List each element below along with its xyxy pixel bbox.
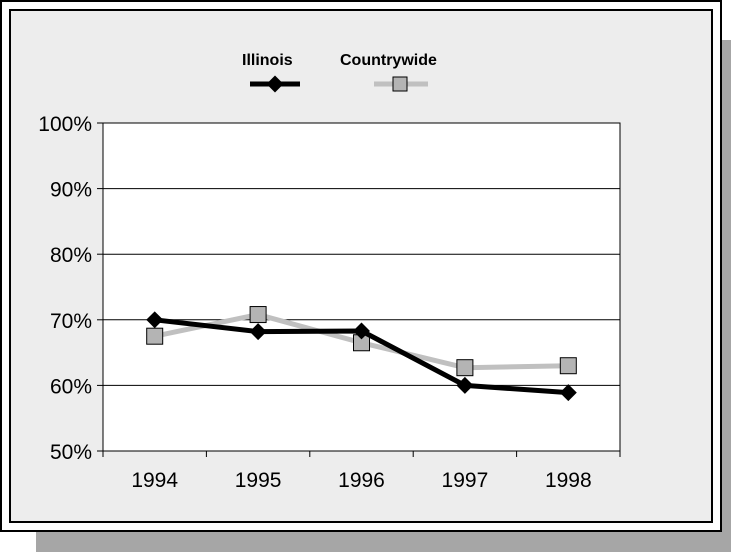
plot-area <box>102 122 621 452</box>
y-tick-label: 90% <box>50 179 92 202</box>
legend-item-illinois: Illinois <box>242 52 300 93</box>
legend-marker-illinois <box>266 75 284 93</box>
data-point-illinois <box>456 376 474 394</box>
legend-item-countrywide: Countrywide <box>340 52 437 92</box>
y-tick-label: 50% <box>50 441 92 464</box>
data-point-countrywide <box>249 306 267 324</box>
x-tick-label: 1994 <box>131 469 178 492</box>
data-point-countrywide <box>456 359 474 377</box>
data-point-illinois <box>353 322 370 340</box>
x-tick-label: 1995 <box>235 469 282 492</box>
x-axis-ticks: 1994 1995 1996 1997 1998 <box>102 451 621 492</box>
legend-label-illinois: Illinois <box>242 52 293 69</box>
legend: Illinois Countrywide <box>242 52 437 93</box>
x-tick-label: 1996 <box>338 469 385 492</box>
y-tick-label: 70% <box>50 310 92 333</box>
data-point-illinois <box>559 384 577 402</box>
data-point-illinois <box>249 323 267 341</box>
legend-marker-countrywide <box>392 76 408 92</box>
series-illinois <box>146 311 577 402</box>
x-tick-label: 1998 <box>545 469 592 492</box>
series-countrywide <box>146 306 577 377</box>
gridlines <box>103 188 620 386</box>
y-tick-label: 80% <box>50 244 92 267</box>
data-point-countrywide <box>146 327 164 345</box>
x-tick-label: 1997 <box>442 469 489 492</box>
data-point-countrywide <box>559 357 577 375</box>
series-layer <box>146 306 577 402</box>
y-tick-label: 100% <box>38 113 92 136</box>
y-tick-label: 60% <box>50 375 92 398</box>
data-point-illinois <box>146 311 164 329</box>
y-axis-ticks: 50% 60% 70% 80% 90% 100% <box>38 113 103 464</box>
legend-label-countrywide: Countrywide <box>340 52 437 69</box>
